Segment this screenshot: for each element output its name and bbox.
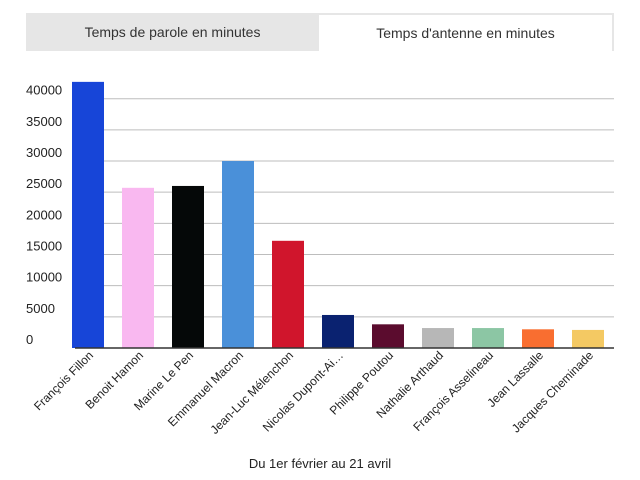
y-tick-label: 30000 xyxy=(26,145,62,160)
y-tick-label: 25000 xyxy=(26,176,62,191)
bar xyxy=(72,81,104,349)
y-tick-label: 0 xyxy=(26,332,33,347)
y-axis-ticks: 0 5000 10000 15000 20000 25000 30000 35000 40000 xyxy=(26,83,62,347)
bar xyxy=(272,240,304,348)
bar xyxy=(422,328,454,348)
bar xyxy=(372,324,404,348)
bar xyxy=(222,161,254,348)
y-tick-label: 40000 xyxy=(26,83,62,98)
y-tick-label: 35000 xyxy=(26,114,62,129)
y-tick-label: 5000 xyxy=(26,301,55,316)
bar xyxy=(472,328,504,348)
chart-tabs: Temps de parole en minutes Temps d'anten… xyxy=(26,13,614,51)
x-tick-label: Jean-Luc Mélenchon xyxy=(207,348,296,437)
bars xyxy=(72,81,604,349)
grid-lines xyxy=(75,98,614,318)
bar xyxy=(522,329,554,348)
x-axis-title: Du 1er février au 21 avril xyxy=(249,456,391,471)
bar xyxy=(122,187,154,348)
bar xyxy=(172,185,204,348)
bar xyxy=(572,329,604,348)
tab-temps-de-parole[interactable]: Temps de parole en minutes xyxy=(26,13,319,51)
bar xyxy=(322,314,354,348)
y-tick-label: 20000 xyxy=(26,207,62,222)
tab-temps-d-antenne[interactable]: Temps d'antenne en minutes xyxy=(319,13,614,51)
y-tick-label: 10000 xyxy=(26,270,62,285)
y-tick-label: 15000 xyxy=(26,239,62,254)
